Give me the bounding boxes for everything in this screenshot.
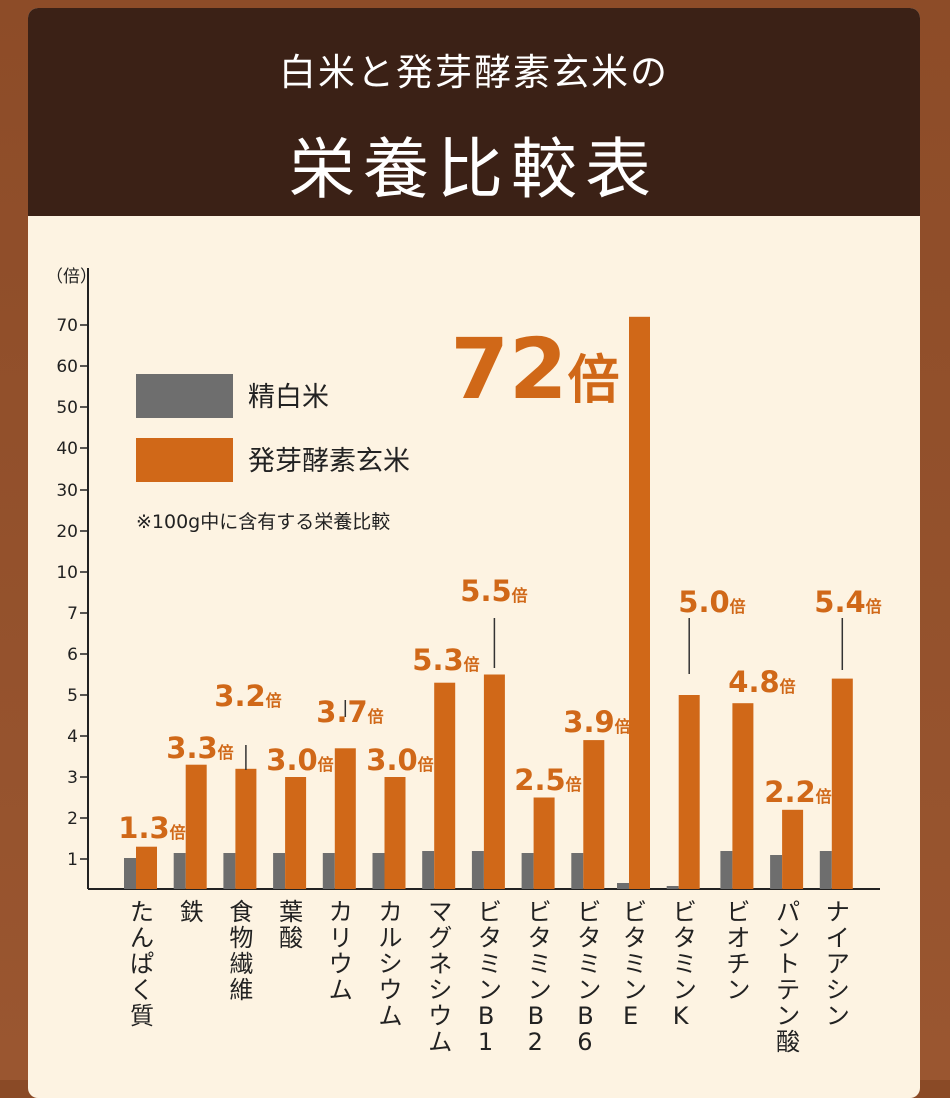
bar-white-rice: [819, 851, 832, 889]
bar-brown-rice: [136, 846, 157, 889]
bar-brown-rice: [285, 777, 307, 889]
bar-white-rice: [471, 851, 484, 889]
bar-white-rice: [223, 853, 236, 889]
legend-label-white-rice: 精白米: [248, 382, 329, 413]
bar-brown-rice: [483, 674, 505, 889]
category-label: ビタミン B 6: [577, 898, 601, 1056]
y-tick-label: 70: [56, 316, 78, 336]
bar-white-rice: [273, 853, 286, 889]
category-label: 食物繊維: [229, 898, 253, 1004]
data-label: 3.2倍: [214, 679, 281, 713]
y-axis-unit-label: （倍）: [46, 267, 97, 287]
data-label: 3.7倍: [316, 695, 383, 729]
data-label: 3.0倍: [366, 743, 433, 777]
bar-brown-rice: [235, 768, 257, 889]
legend-note: ※100g中に含有する栄養比較: [136, 511, 390, 533]
chart-panel: 白米と発芽酵素玄米の 栄養比較表: [28, 8, 920, 1098]
category-label: ナイアシン: [826, 898, 850, 1030]
data-label: 2.5倍: [514, 763, 581, 797]
bar-brown-rice: [732, 703, 754, 889]
category-label: 葉酸: [279, 898, 303, 952]
category-label: ビオチン: [726, 898, 750, 1004]
y-tick-label: 4: [67, 727, 78, 747]
bar-white-rice: [124, 858, 136, 889]
y-tick-label: 3: [67, 768, 78, 788]
bar-white-rice: [617, 883, 629, 889]
category-label: カリウム: [329, 898, 353, 1004]
bar-white-rice: [173, 853, 186, 889]
data-label: 3.0倍: [266, 743, 333, 777]
chart-subtitle: 白米と発芽酵素玄米の: [279, 51, 669, 94]
bar-brown-rice: [583, 740, 605, 889]
data-label: 5.4倍: [814, 585, 881, 619]
chart-title: 栄養比較表: [289, 131, 659, 208]
bar-white-rice: [571, 853, 584, 889]
bar-white-rice: [322, 853, 335, 889]
bar-brown-rice: [533, 797, 555, 889]
data-label: 1.3倍: [118, 811, 185, 845]
bar-white-rice: [720, 851, 733, 889]
bar-white-rice: [521, 853, 534, 889]
y-tick-label: 30: [56, 481, 78, 501]
bar-brown-rice: [334, 748, 356, 889]
y-tick-label: 6: [67, 645, 78, 665]
bar-brown-rice: [629, 316, 650, 889]
title-header: 白米と発芽酵素玄米の 栄養比較表: [28, 8, 920, 216]
y-tick-label: 60: [56, 357, 78, 377]
y-tick-label: 5: [67, 686, 78, 706]
data-label: 5.3倍: [412, 643, 479, 677]
bar-white-rice: [372, 853, 385, 889]
y-tick-label: 1: [67, 850, 78, 870]
bar-white-rice: [422, 851, 435, 889]
category-label: ビタミン K: [673, 898, 697, 1030]
bar-brown-rice: [831, 678, 853, 889]
category-label: たんぱく質: [130, 898, 154, 1030]
y-tick-label: 10: [56, 563, 78, 583]
y-tick-label: 2: [67, 809, 78, 829]
bar-brown-rice: [678, 695, 700, 889]
legend-label-brown-rice: 発芽酵素玄米: [248, 446, 410, 477]
legend-swatch-white-rice: [136, 374, 233, 418]
category-label: ビタミン E: [623, 898, 647, 1030]
bar-white-rice: [666, 886, 679, 889]
y-tick-label: 20: [56, 522, 78, 542]
bar-white-rice: [770, 855, 783, 889]
category-label: 鉄: [180, 898, 204, 926]
category-label: マグネシウム: [428, 898, 452, 1056]
y-tick-label: 50: [56, 398, 78, 418]
legend-swatch-brown-rice: [136, 438, 233, 482]
data-label: 4.8倍: [728, 665, 795, 699]
data-label: 3.9倍: [563, 705, 630, 739]
category-label: ビタミン B 2: [528, 898, 552, 1056]
y-tick-label: 7: [67, 604, 78, 624]
data-label: 5.5倍: [460, 574, 527, 608]
data-label: 2.2倍: [764, 775, 831, 809]
category-label: パントテン酸: [776, 898, 800, 1056]
data-label: 5.0倍: [678, 585, 745, 619]
category-label: ビタミン B 1: [478, 898, 502, 1056]
bar-brown-rice: [782, 809, 804, 889]
bar-brown-rice: [185, 764, 207, 889]
bar-brown-rice: [434, 682, 456, 889]
category-label: カルシウム: [379, 898, 403, 1030]
y-tick-label: 40: [56, 439, 78, 459]
data-label: 3.3倍: [166, 731, 233, 765]
data-label: 72倍: [451, 320, 620, 418]
bar-brown-rice: [384, 777, 406, 889]
